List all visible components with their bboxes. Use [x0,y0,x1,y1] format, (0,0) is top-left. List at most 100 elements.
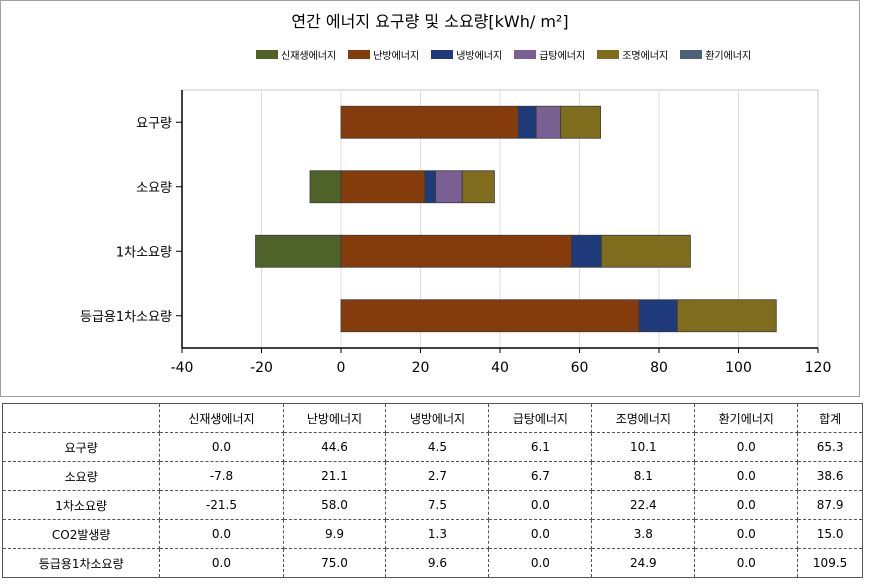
table-row: 요구량 0.0 44.6 4.5 6.1 10.1 0.0 65.3 [1,432,863,462]
bar-segment [560,105,601,139]
bar-segment [309,170,342,204]
table-header-cell: 급탕에너지 [488,403,593,433]
table-cell: 22.4 [591,490,696,520]
table-header-row: 신재생에너지 난방에너지 냉방에너지 급탕에너지 조명에너지 환기에너지 합계 [1,403,863,433]
table-header-cell: 난방에너지 [282,403,387,433]
y-tick-label: 소요량 [136,181,172,196]
table-cell: 2.7 [385,461,490,491]
table-cell: 10.1 [591,432,696,462]
bar-segment [600,234,691,268]
legend-item: 환기에너지 [680,47,751,62]
table-cell: 0.0 [488,548,593,578]
table-header-cell: 조명에너지 [591,403,696,433]
table-header-cell [1,403,161,433]
table-row: CO2발생량 0.0 9.9 1.3 0.0 3.8 0.0 15.0 [1,519,863,549]
bar-segment [340,105,519,139]
table-header-cell: 환기에너지 [694,403,799,433]
chart-title: 연간 에너지 요구량 및 소요량[kWh/ m²] [291,12,569,31]
x-tick-label: -40 [171,360,194,376]
y-tick-label: 등급용1차소요량 [80,310,172,325]
table-cell: 0.0 [694,490,799,520]
table-cell: 0.0 [694,548,799,578]
legend-swatch [256,50,278,59]
table-row: 등급용1차소요량 0.0 75.0 9.6 0.0 24.9 0.0 109.5 [1,548,863,578]
bar-segment [571,234,602,268]
x-tick-label: 20 [412,360,430,376]
table-cell: 0.0 [488,519,593,549]
table-cell: -7.8 [159,461,284,491]
table-row-label: 요구량 [1,432,161,462]
legend-item: 냉방에너지 [431,47,502,62]
legend-label: 난방에너지 [373,51,420,62]
table-cell: 0.0 [159,519,284,549]
table-cell: 44.6 [282,432,387,462]
bar-segment [535,105,561,139]
x-tick-label: 60 [571,360,589,376]
table-cell: 65.3 [797,432,863,462]
legend-swatch [348,50,371,59]
x-tick-label: 80 [650,360,668,376]
legend-label: 급탕에너지 [539,51,586,62]
x-tick-label: 40 [491,360,509,376]
table-cell: 0.0 [159,548,284,578]
table-cell: 87.9 [797,490,863,520]
energy-data-table: 신재생에너지 난방에너지 냉방에너지 급탕에너지 조명에너지 환기에너지 합계 요구량 0.0… [1,403,863,578]
table-cell: 58.0 [282,490,387,520]
x-tick-label: -20 [250,360,273,376]
table-cell: 0.0 [694,461,799,491]
bar-segment [638,299,678,333]
bar-segment [461,170,495,204]
table-header-cell: 신재생에너지 [159,403,284,433]
legend-label: 신재생에너지 [281,51,337,62]
table-cell: 109.5 [797,548,863,578]
table-row-label: CO2발생량 [1,519,161,549]
chart-legend: 신재생에너지 난방에너지 냉방에너지 급탕에너지 조명에너지 환기에너지 [256,47,751,62]
table-cell: 8.1 [591,461,696,491]
table-header-cell: 합계 [797,403,863,433]
x-tick-label: 0 [337,360,346,376]
bar-segment [340,170,426,204]
y-tick-label: 1차소요량 [116,245,172,260]
legend-swatch [514,50,537,59]
x-tick-label: 100 [725,360,752,376]
table-row: 소요량 -7.8 21.1 2.7 6.7 8.1 0.0 38.6 [1,461,863,491]
table-cell: 1.3 [385,519,490,549]
bar-segment [517,105,537,139]
legend-item: 난방에너지 [348,47,419,62]
legend-label: 조명에너지 [622,51,669,62]
table-header-cell: 냉방에너지 [385,403,490,433]
table-cell: 9.6 [385,548,490,578]
legend-swatch [680,50,703,59]
table-cell: 7.5 [385,490,490,520]
legend-swatch [597,50,620,59]
table-row-label: 소요량 [1,461,161,491]
table-cell: 75.0 [282,548,387,578]
legend-item: 신재생에너지 [256,47,336,62]
bar-segment [676,299,777,333]
bar-segment [255,234,342,268]
bar-segment [340,299,640,333]
table-row-label: 등급용1차소요량 [1,548,161,578]
legend-label: 냉방에너지 [456,51,503,62]
table-cell: 0.0 [694,519,799,549]
table-cell: 24.9 [591,548,696,578]
table-cell: -21.5 [159,490,284,520]
legend-swatch [431,50,454,59]
table-cell: 4.5 [385,432,490,462]
legend-item: 조명에너지 [597,47,668,62]
table-cell: 0.0 [488,490,593,520]
x-tick-label: 120 [805,360,832,376]
bar-segment [435,170,463,204]
table-row-label: 1차소요량 [1,490,161,520]
table-cell: 9.9 [282,519,387,549]
table-cell: 0.0 [694,432,799,462]
bar-segment [340,234,572,268]
table-cell: 21.1 [282,461,387,491]
legend-label: 환기에너지 [705,51,752,62]
table-row: 1차소요량 -21.5 58.0 7.5 0.0 22.4 0.0 87.9 [1,490,863,520]
y-tick-label: 요구량 [136,116,172,131]
table-cell: 6.7 [488,461,593,491]
bar-segment [424,170,437,204]
table-cell: 38.6 [797,461,863,491]
